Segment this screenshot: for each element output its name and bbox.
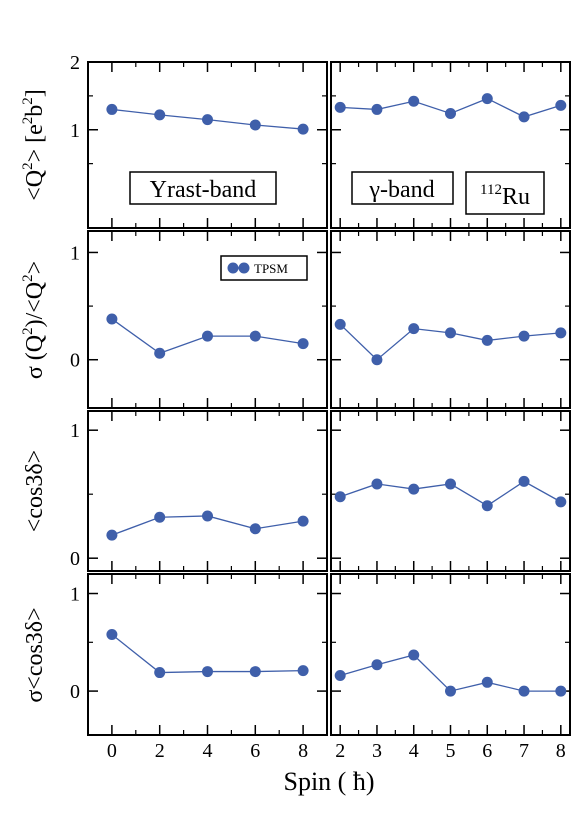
panel-r3-c1 [330,573,571,736]
x-tick-label: 4 [409,740,419,762]
y-axis-label-row1: σ (Q2)/<Q2> [20,261,48,379]
x-tick-label: 3 [372,740,382,762]
data-point [371,354,383,366]
panel-r1-c0 [87,230,328,409]
panel-frame [330,573,571,736]
panel-r0-c1 [330,61,571,229]
x-tick-label: 2 [155,740,165,762]
data-point [154,347,166,359]
panel-r3-c0 [87,573,328,736]
data-point [445,107,456,119]
panel-r0-c0 [87,61,328,229]
data-point [334,318,346,330]
x-tick-label: 7 [519,740,529,762]
data-point [445,327,456,339]
data-point [555,99,567,111]
yrast-band-label: Yrast-band [150,177,257,203]
data-point [154,511,166,523]
data-point [518,475,530,487]
x-axis-label: Spin ( ħ) [284,767,375,796]
x-tick-label: 8 [556,740,566,762]
data-point [408,649,420,661]
x-tick-label: 8 [298,740,308,762]
data-point [481,93,493,105]
data-point [408,483,420,495]
y-axis-label-row2: <cos3δ> [22,450,48,532]
y-axis-label-row3: σ<cos3δ> [22,607,48,702]
data-point [106,628,118,640]
y-tick-label: 0 [70,548,80,570]
data-point [408,95,420,107]
y-axis-label-row0: <Q2> [e2b2] [20,89,48,201]
nucleus-label: 112Ru [480,182,530,210]
data-point [334,669,346,681]
data-point [518,111,530,123]
data-point [555,327,567,339]
data-point [334,101,346,113]
data-point [481,676,493,688]
data-point [408,323,420,335]
y-tick-label: 1 [70,420,80,442]
y-tick-label: 1 [70,120,80,142]
data-point [249,666,261,678]
data-point [297,338,309,350]
x-tick-label: 5 [446,740,456,762]
data-point [202,114,213,126]
data-point [481,500,493,512]
data-point [481,334,493,346]
x-tick-label: 0 [107,740,117,762]
panel-r1-c1 [330,230,571,409]
gamma-band-box [351,171,454,205]
y-tick-label: 0 [70,350,80,372]
data-point [518,330,530,342]
data-point [202,666,213,678]
data-point [202,330,213,342]
data-point [297,515,309,527]
panel-frame [87,410,328,572]
data-point [334,491,346,503]
x-tick-label: 6 [250,740,260,762]
x-tick-label: 6 [482,740,492,762]
panel-frame [87,573,328,736]
data-point [154,667,166,679]
panels [87,61,571,736]
panel-r2-c1 [330,410,571,572]
data-point [555,685,567,697]
data-point [106,313,118,325]
data-point [106,103,118,115]
data-point [154,109,166,121]
data-point [297,665,309,677]
data-point [555,496,567,508]
gamma-band-label: γ-band [368,177,434,203]
panel-frame [330,230,571,409]
data-point [518,685,530,697]
data-point [249,523,261,535]
y-tick-label: 1 [70,242,80,264]
data-point [297,123,309,135]
panel-r2-c0 [87,410,328,572]
nucleus-box [465,171,545,215]
annotations: Yrast-band γ-band 112Ru TPSM [129,171,545,281]
yrast-band-box [129,171,277,205]
y-tick-label: 1 [70,584,80,606]
data-point [445,478,456,490]
y-tick-label: 2 [70,52,80,74]
y-tick-label: 0 [70,681,80,703]
panel-frame [330,410,571,572]
data-point [445,685,456,697]
data-point [371,103,383,115]
data-point [371,478,383,490]
data-point [249,119,261,131]
x-tick-label: 4 [203,740,213,762]
data-point [249,330,261,342]
legend-label: TPSM [254,261,288,276]
data-point [106,529,118,541]
data-point [202,510,213,522]
x-tick-label: 2 [335,740,345,762]
labels: 1 2 0 1 0 1 0 1 0 2 4 6 8 2 3 4 5 6 7 8 <Q2> [e2b2] σ (Q2)/<Q… [20,52,566,796]
data-point [371,659,383,671]
